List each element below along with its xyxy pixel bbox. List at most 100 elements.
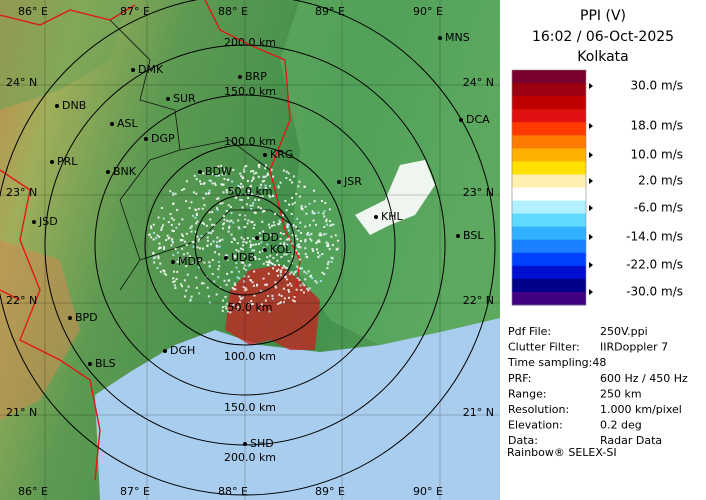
echo-pixel: [174, 192, 177, 195]
echo-pixel: [188, 206, 191, 209]
echo-pixel: [298, 258, 301, 261]
info-label: Data:: [508, 434, 538, 447]
longitude-label: 87° E: [120, 5, 150, 18]
echo-pixel: [221, 227, 224, 230]
echo-pixel: [168, 236, 171, 239]
echo-pixel: [216, 208, 219, 211]
echo-pixel: [246, 311, 249, 314]
echo-pixel: [308, 224, 311, 227]
echo-pixel: [234, 288, 237, 291]
echo-pixel: [223, 177, 226, 180]
echo-pixel: [203, 223, 206, 226]
echo-pixel: [226, 219, 229, 222]
echo-pixel: [225, 189, 228, 192]
echo-pixel: [303, 270, 306, 273]
echo-pixel: [322, 212, 325, 215]
echo-pixel: [287, 260, 290, 263]
echo-pixel: [246, 236, 249, 239]
echo-pixel: [297, 252, 300, 255]
scale-arrow: [589, 152, 593, 158]
echo-pixel: [242, 261, 245, 264]
echo-pixel: [217, 260, 220, 263]
echo-pixel: [181, 285, 184, 288]
echo-pixel: [243, 275, 246, 278]
echo-pixel: [287, 172, 290, 175]
echo-pixel: [286, 243, 289, 246]
echo-pixel: [195, 276, 198, 279]
echo-pixel: [192, 241, 195, 244]
echo-pixel: [311, 248, 314, 251]
echo-pixel: [216, 207, 219, 210]
echo-pixel: [162, 217, 165, 220]
echo-pixel: [304, 247, 307, 250]
echo-pixel: [258, 251, 261, 254]
echo-pixel: [305, 212, 308, 215]
echo-pixel: [169, 213, 172, 216]
echo-pixel: [215, 244, 218, 247]
echo-pixel: [288, 272, 291, 275]
echo-pixel: [184, 295, 187, 298]
echo-pixel: [268, 226, 271, 229]
echo-pixel: [197, 239, 200, 242]
echo-pixel: [170, 244, 173, 247]
echo-pixel: [208, 261, 211, 264]
echo-pixel: [328, 208, 331, 211]
echo-pixel: [222, 299, 225, 302]
longitude-label: 89° E: [315, 485, 345, 498]
echo-pixel: [274, 245, 277, 248]
echo-pixel: [172, 277, 175, 280]
echo-pixel: [316, 251, 319, 254]
scale-label: 30.0 m/s: [630, 79, 683, 93]
echo-pixel: [324, 202, 327, 205]
echo-pixel: [326, 244, 329, 247]
echo-pixel: [174, 247, 177, 250]
echo-pixel: [216, 246, 219, 249]
scale-swatch: [512, 252, 586, 267]
echo-pixel: [259, 195, 262, 198]
echo-pixel: [253, 223, 256, 226]
echo-pixel: [285, 271, 288, 274]
echo-pixel: [266, 243, 269, 246]
echo-pixel: [253, 270, 256, 273]
echo-pixel: [222, 183, 225, 186]
echo-pixel: [299, 240, 302, 243]
echo-pixel: [222, 215, 225, 218]
echo-pixel: [242, 248, 245, 251]
echo-pixel: [181, 239, 184, 242]
echo-pixel: [224, 295, 227, 298]
echo-pixel: [241, 185, 244, 188]
echo-pixel: [280, 294, 283, 297]
echo-pixel: [276, 259, 279, 262]
echo-pixel: [182, 234, 185, 237]
echo-pixel: [308, 234, 311, 237]
echo-pixel: [162, 269, 165, 272]
latitude-label: 21° N: [6, 406, 37, 419]
echo-pixel: [217, 165, 220, 168]
echo-pixel: [221, 309, 224, 312]
echo-pixel: [290, 213, 293, 216]
echo-pixel: [210, 232, 213, 235]
echo-pixel: [264, 184, 267, 187]
echo-pixel: [254, 257, 257, 260]
timestamp: 16:02 / 06-Oct-2025: [532, 29, 674, 45]
echo-pixel: [183, 187, 186, 190]
echo-pixel: [301, 207, 304, 210]
echo-pixel: [250, 220, 253, 223]
echo-pixel: [278, 293, 281, 296]
echo-pixel: [232, 304, 235, 307]
echo-pixel: [250, 207, 253, 210]
echo-pixel: [277, 184, 280, 187]
echo-pixel: [258, 164, 261, 167]
echo-pixel: [295, 249, 298, 252]
echo-pixel: [306, 255, 309, 258]
range-ring: [144, 144, 346, 346]
echo-pixel: [181, 247, 184, 250]
echo-pixel: [216, 197, 219, 200]
echo-pixel: [257, 243, 260, 246]
echo-pixel: [251, 281, 254, 284]
echo-pixel: [296, 244, 299, 247]
echo-pixel: [185, 265, 188, 268]
echo-pixel: [314, 280, 317, 283]
echo-pixel: [181, 218, 184, 221]
station-dot: [243, 442, 247, 446]
